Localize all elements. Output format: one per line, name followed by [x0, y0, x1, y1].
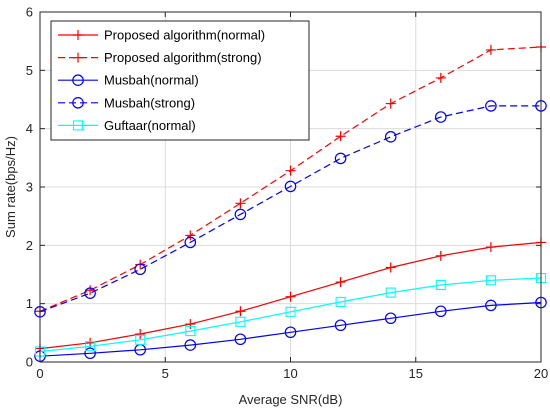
data-point	[185, 326, 196, 337]
series-line	[39, 105, 541, 313]
y-tick-label: 5	[26, 63, 33, 78]
series-line	[39, 277, 542, 353]
y-axis-label: Sum rate(bps/Hz)	[3, 136, 18, 238]
data-point	[235, 306, 246, 317]
data-point	[85, 341, 96, 352]
data-point	[485, 275, 496, 286]
data-point	[435, 250, 446, 261]
legend-marker	[72, 97, 84, 109]
data-point	[134, 263, 146, 276]
data-point	[385, 98, 396, 109]
data-point	[285, 306, 296, 317]
legend-label: Musbah(normal)	[104, 73, 199, 88]
data-point	[234, 333, 247, 346]
data-point	[335, 296, 346, 307]
data-point	[434, 305, 447, 318]
data-point	[335, 131, 346, 142]
data-point	[184, 236, 197, 249]
data-point	[285, 165, 296, 176]
data-point	[285, 291, 296, 302]
data-point	[185, 230, 196, 241]
legend-item: Guftaar(normal)	[58, 118, 196, 133]
y-tick-label: 0	[26, 355, 33, 370]
data-point	[485, 299, 497, 312]
legend-item: Proposed algorithm(strong)	[58, 50, 262, 65]
x-tick-label: 0	[36, 366, 43, 381]
y-axis-ticks: 0 1 2 3 4 5 6	[26, 5, 541, 370]
data-point	[184, 339, 197, 351]
x-axis-label: Average SNR(dB)	[239, 392, 343, 407]
legend: Proposed algorithm(normal) Proposed algor…	[50, 20, 310, 141]
data-point	[235, 316, 246, 327]
x-tick-label: 10	[283, 366, 297, 381]
data-point	[84, 347, 96, 360]
data-point	[85, 285, 96, 296]
data-point	[485, 44, 496, 55]
data-point	[435, 279, 446, 291]
legend-label: Musbah(strong)	[104, 95, 195, 110]
data-point	[135, 334, 146, 345]
series-2	[34, 296, 547, 362]
y-tick-label: 6	[26, 5, 33, 20]
legend-label: Proposed algorithm(strong)	[104, 50, 262, 65]
legend-marker	[73, 30, 83, 40]
y-tick-label: 4	[26, 121, 33, 136]
data-point	[334, 152, 347, 165]
data-point	[485, 242, 496, 253]
y-tick-label: 3	[26, 180, 33, 195]
legend-label: Proposed algorithm(normal)	[104, 28, 265, 43]
data-point	[234, 208, 247, 221]
data-point	[385, 262, 396, 273]
data-point	[235, 198, 246, 209]
legend-label: Guftaar(normal)	[104, 118, 196, 133]
x-tick-label: 20	[534, 366, 548, 381]
data-point	[384, 312, 397, 325]
legend-marker	[73, 52, 83, 63]
data-point	[135, 329, 146, 339]
legend-item: Musbah(normal)	[58, 73, 199, 88]
data-point	[485, 100, 497, 112]
legend-item: Proposed algorithm(normal)	[58, 28, 265, 43]
data-point	[334, 319, 347, 332]
x-tick-label: 5	[162, 366, 169, 381]
data-point	[384, 131, 397, 143]
data-point	[434, 111, 447, 123]
legend-marker	[72, 120, 84, 131]
legend-marker	[72, 74, 84, 86]
data-point	[84, 287, 96, 299]
x-tick-label: 15	[409, 366, 423, 381]
data-point	[335, 277, 346, 288]
series-layer	[34, 42, 547, 362]
y-tick-label: 1	[26, 296, 33, 311]
legend-item: Musbah(strong)	[58, 95, 195, 110]
y-tick-label: 2	[26, 238, 33, 253]
data-point	[185, 319, 196, 330]
series-line	[39, 301, 542, 357]
x-axis-ticks: 0 5 10 15 20	[36, 12, 548, 381]
data-point	[435, 72, 446, 83]
data-point	[284, 180, 297, 193]
data-point	[284, 326, 297, 339]
data-point	[385, 287, 396, 298]
